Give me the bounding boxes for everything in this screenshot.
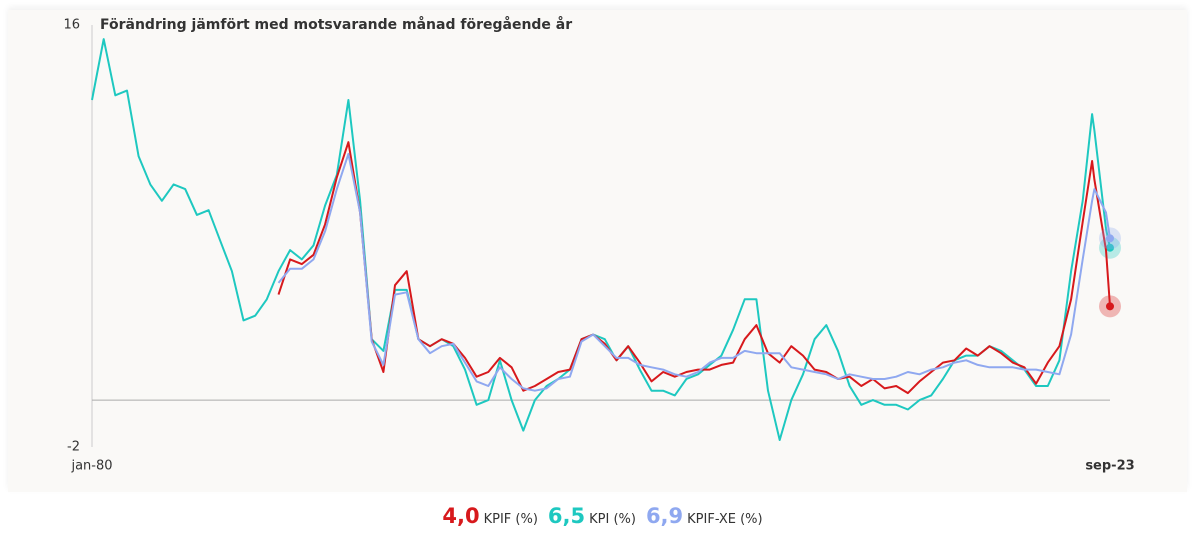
legend-label: KPIF-XE (%) — [687, 512, 763, 527]
legend-label: KPIF (%) — [483, 512, 538, 527]
x-tick-label: sep-23 — [1085, 459, 1134, 474]
legend: 4,0 KPIF (%) 6,5 KPI (%) 6,9 KPIF-XE (%) — [0, 504, 1195, 528]
series-line — [91, 38, 1111, 441]
legend-label: KPI (%) — [589, 512, 636, 527]
end-marker — [1106, 243, 1114, 252]
chart-background — [8, 10, 1187, 492]
series-line — [277, 141, 1111, 395]
chart-title: Förändring jämfört med motsvarande månad… — [100, 16, 572, 33]
series-line — [277, 152, 1111, 392]
end-marker — [1106, 302, 1114, 311]
chart: Förändring jämfört med motsvarande månad… — [63, 16, 1134, 474]
x-tick-label: jan-80 — [70, 459, 112, 474]
legend-value: 6,5 — [547, 504, 586, 528]
legend-value: 4,0 — [442, 504, 480, 528]
y-tick-label: 16 — [63, 18, 80, 33]
y-tick-label: -2 — [67, 440, 80, 455]
end-marker — [1106, 234, 1114, 243]
legend-value: 6,9 — [645, 504, 684, 528]
